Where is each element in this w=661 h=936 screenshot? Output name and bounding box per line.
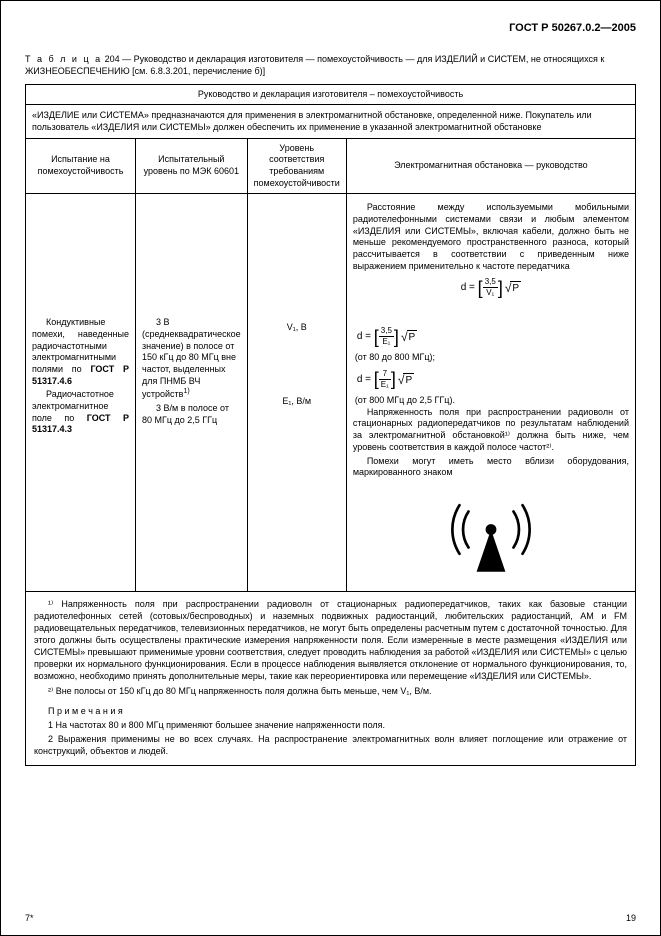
formula-2: d = [3,5E₁]P [357,327,629,346]
c4-p3: Помехи могут иметь место вблизи оборудов… [353,456,629,479]
page-number-right: 19 [626,913,636,925]
header-c3: Уровень соответствия требованиям помехоу… [247,138,346,194]
c2-p2: 3 В/м в полосе от 80 МГц до 2,5 ГГц [142,403,241,426]
notes-title: П р и м е ч а н и я [34,705,627,717]
header-c2: Испытательный уровень по МЭК 60601 [136,138,248,194]
note-2: 2 Выражения применимы не во всех случаях… [34,733,627,757]
table-intro: «ИЗДЕЛИЕ или СИСТЕМА» предназначаются дл… [26,105,636,138]
caption-num: 204 — [102,54,134,64]
c3-v2: E₁, В/м [254,396,340,408]
c4-p1: Расстояние между используемыми мобильным… [353,202,629,272]
note-1: 1 На частотах 80 и 800 МГц применяют бол… [34,719,627,731]
c1-p1: Кондуктивные помехи, наведенные радиочас… [32,317,129,387]
antenna-icon [353,489,629,583]
c2-p1: 3 В (среднеквадратическое значение) в по… [142,317,241,401]
formula-1: d = [3,5V₁]P [353,278,629,297]
doc-code: ГОСТ Р 50267.0.2—2005 [25,21,636,35]
main-table: Руководство и декларация изготовителя – … [25,84,636,592]
footnotes: ¹⁾ Напряженность поля при распространени… [25,592,636,767]
range-2: (от 800 МГц до 2,5 ГГц). [355,395,629,407]
footnote-1: ¹⁾ Напряженность поля при распространени… [34,598,627,683]
table-title: Руководство и декларация изготовителя – … [26,84,636,105]
cell-c4: Расстояние между используемыми мобильным… [346,194,635,591]
cell-c1: Кондуктивные помехи, наведенные радиочас… [26,194,136,591]
footnote-2: ²⁾ Вне полосы от 150 кГц до 80 МГц напря… [34,685,627,697]
c1-p2: Радиочастотное электромагнитное поле по … [32,389,129,436]
table-caption: Т а б л и ц а 204 — Руководство и деклар… [25,53,636,77]
page-number-left: 7* [25,913,34,925]
cell-c2: 3 В (среднеквадратическое значение) в по… [136,194,248,591]
c4-p2: Напряженность поля при распространении р… [353,407,629,454]
formula-3: d = [7E₁]P [357,370,629,389]
cell-c3: V₁, В E₁, В/м [247,194,346,591]
caption-prefix: Т а б л и ц а [25,54,102,64]
page: ГОСТ Р 50267.0.2—2005 Т а б л и ц а 204 … [0,0,661,936]
header-c1: Испытание на помехоустойчивость [26,138,136,194]
range-1: (от 80 до 800 МГц); [355,352,629,364]
header-c4: Электромагнитная обстановка — руководств… [346,138,635,194]
c3-v1: V₁, В [254,322,340,334]
